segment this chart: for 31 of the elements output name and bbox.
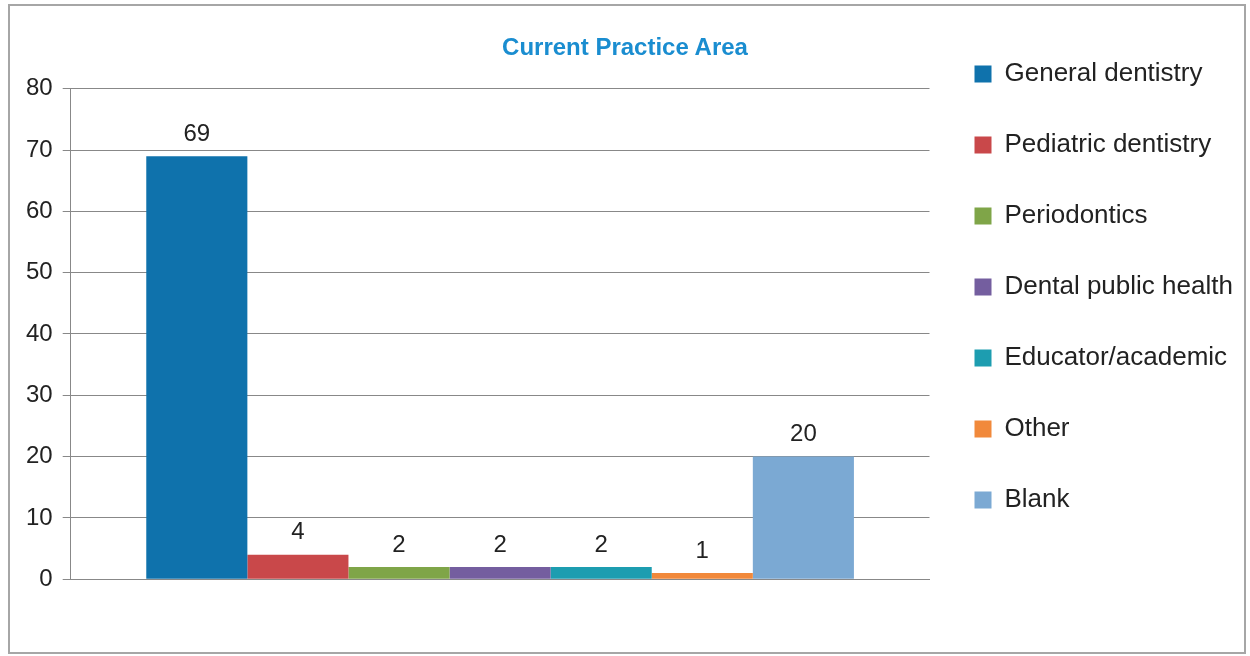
legend-label: General dentistry (1004, 57, 1203, 88)
y-tick-label: 50 (25, 257, 53, 285)
bar (550, 566, 652, 579)
data-label: 20 (790, 419, 817, 447)
legend-label: Other (1004, 412, 1070, 443)
data-label: 69 (183, 118, 211, 146)
legend-label: Dental public health (1004, 270, 1233, 301)
bar (348, 566, 450, 579)
y-tick-label: 30 (25, 379, 53, 407)
legend-label: Periodontics (1004, 199, 1148, 230)
y-tick-label: 80 (25, 73, 53, 101)
chart-title: Current Practice Area (502, 33, 749, 61)
y-tick-label: 20 (25, 441, 53, 469)
data-label: 2 (594, 529, 608, 557)
data-label: 1 (695, 535, 709, 563)
data-label: 4 (291, 517, 305, 545)
legend-label: Educator/academic (1004, 341, 1228, 372)
bar (752, 456, 854, 579)
bar (651, 573, 753, 579)
legend-label: Blank (1004, 483, 1071, 514)
data-label: 2 (392, 529, 406, 557)
y-tick-label: 70 (25, 134, 53, 162)
bar (449, 566, 551, 579)
y-tick-label: 40 (25, 318, 53, 346)
legend-label: Pediatric dentistry (1004, 128, 1212, 159)
data-label: 2 (493, 529, 507, 557)
y-tick-label: 0 (39, 563, 53, 591)
y-tick-label: 60 (25, 196, 53, 224)
bar (146, 156, 248, 579)
bar (247, 554, 349, 579)
y-tick-label: 10 (25, 502, 53, 530)
